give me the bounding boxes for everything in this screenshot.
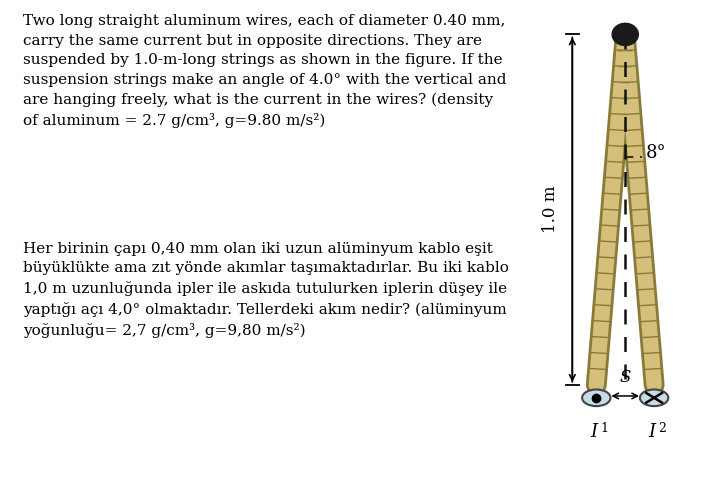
Ellipse shape (640, 389, 668, 406)
Text: I: I (590, 423, 598, 441)
Text: I: I (648, 423, 656, 441)
Text: 1.0 m: 1.0 m (542, 186, 559, 233)
Ellipse shape (582, 389, 611, 406)
Text: 2: 2 (658, 422, 666, 435)
Text: 1: 1 (601, 422, 608, 435)
Text: Her birinin çapı 0,40 mm olan iki uzun alüminyum kablo eşit
büyüklükte ama zıt y: Her birinin çapı 0,40 mm olan iki uzun a… (23, 242, 509, 338)
Text: Two long straight aluminum wires, each of diameter 0.40 mm,
carry the same curre: Two long straight aluminum wires, each o… (23, 14, 507, 128)
Circle shape (612, 23, 638, 45)
Text: 8°: 8° (646, 144, 667, 162)
Text: S: S (619, 369, 631, 385)
